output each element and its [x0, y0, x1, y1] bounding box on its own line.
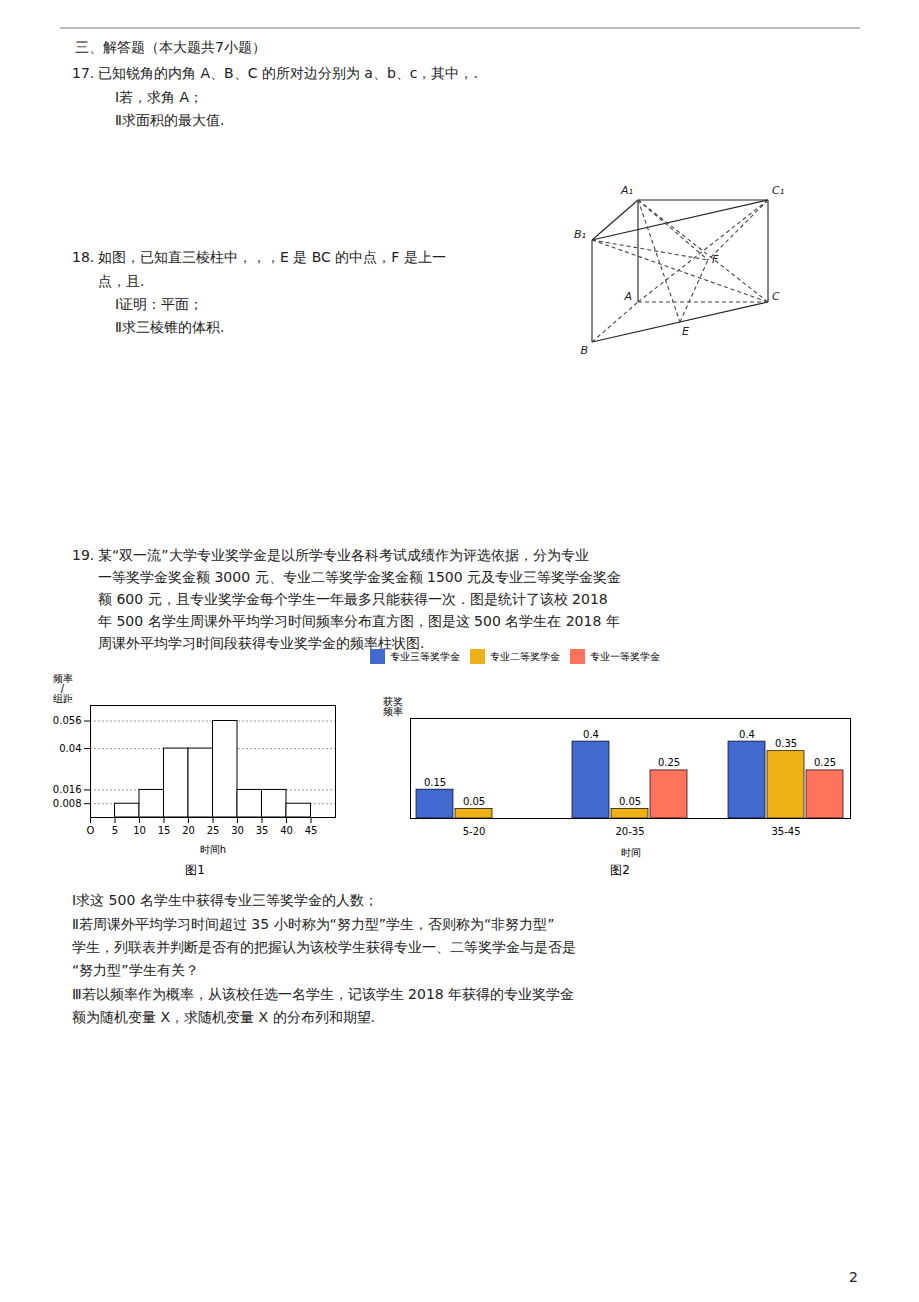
svg-text:“努力型”学生有关？: “努力型”学生有关？ [72, 962, 199, 978]
svg-text:0.25: 0.25 [658, 757, 680, 768]
svg-text:10: 10 [133, 825, 146, 836]
svg-text:0.35: 0.35 [775, 738, 797, 749]
svg-text:B: B [580, 344, 588, 357]
svg-text:19.: 19. [72, 547, 94, 563]
svg-text:Ⅲ若以频率作为概率，从该校任选一名学生，记该学生 2018: Ⅲ若以频率作为概率，从该校任选一名学生，记该学生 2018 年获得的专业奖学金 [72, 986, 574, 1002]
svg-text:A₁: A₁ [620, 184, 633, 197]
html-text:专业一等奖学金: 专业一等奖学金 [590, 649, 660, 663]
svg-text:额 600 元，且专业奖学金每个学生一年最多只能获得一次．图: 额 600 元，且专业奖学金每个学生一年最多只能获得一次．图是统计了该校 201… [98, 591, 608, 607]
svg-text:一等奖学金奖金额 3000 元、专业二等奖学金奖金额 150: 一等奖学金奖金额 3000 元、专业二等奖学金奖金额 1500 元及专业三等奖学… [98, 569, 621, 585]
svg-text:0.4: 0.4 [583, 729, 599, 740]
svg-text:额为随机变量 X，求随机变量 X 的分布列和期望.: 额为随机变量 X，求随机变量 X 的分布列和期望. [72, 1009, 375, 1025]
svg-text:40: 40 [280, 825, 293, 836]
svg-text:5: 5 [112, 825, 118, 836]
svg-text:C₁: C₁ [772, 184, 784, 197]
svg-text:F: F [712, 253, 719, 266]
svg-text:45: 45 [305, 825, 318, 836]
svg-text:时间h: 时间h [200, 844, 226, 855]
svg-text:频率/组距: 频率/组距 [53, 673, 73, 704]
svg-text:0.04: 0.04 [59, 743, 81, 754]
svg-text:0.15: 0.15 [424, 777, 446, 788]
svg-text:已知锐角的内角 A、B、C 的所对边分别为 a、b、c，其中: 已知锐角的内角 A、B、C 的所对边分别为 a、b、c，其中，. [98, 65, 478, 81]
svg-text:如图，已知直三棱柱中，，，E 是 BC 的中点，F 是上一: 如图，已知直三棱柱中，，，E 是 BC 的中点，F 是上一 [98, 249, 446, 265]
svg-text:18.: 18. [72, 249, 94, 265]
svg-text:0.016: 0.016 [53, 784, 82, 795]
svg-text:年 500 名学生周课外平均学习时间频率分布直方图，图是这: 年 500 名学生周课外平均学习时间频率分布直方图，图是这 500 名学生在 2… [98, 613, 620, 629]
svg-text:25: 25 [207, 825, 220, 836]
svg-text:B₁: B₁ [574, 228, 586, 241]
svg-text:点，且.: 点，且. [98, 273, 144, 289]
html-text:图1: 图1 [185, 863, 205, 877]
svg-text:0.4: 0.4 [739, 729, 755, 740]
svg-text:O: O [87, 825, 95, 836]
svg-text:学生，列联表并判断是否有的把握认为该校学生获得专业一、二等奖: 学生，列联表并判断是否有的把握认为该校学生获得专业一、二等奖学金与是否是 [72, 939, 576, 955]
svg-text:15: 15 [158, 825, 171, 836]
svg-text:0.008: 0.008 [53, 798, 82, 809]
html-text:专业二等奖学金: 专业二等奖学金 [490, 649, 560, 663]
svg-text:35-45: 35-45 [771, 826, 800, 837]
html-text:专业三等奖学金: 专业三等奖学金 [390, 649, 460, 663]
svg-text:Ⅰ若，求角 A；: Ⅰ若，求角 A； [115, 89, 203, 105]
svg-text:2: 2 [849, 1269, 858, 1285]
svg-text:C: C [772, 290, 780, 303]
html-text:图2: 图2 [610, 863, 630, 877]
svg-text:5-20: 5-20 [463, 826, 486, 837]
svg-text:0.05: 0.05 [619, 796, 641, 807]
svg-text:E: E [682, 325, 689, 338]
svg-text:Ⅰ求这 500 名学生中获得专业三等奖学金的人数；: Ⅰ求这 500 名学生中获得专业三等奖学金的人数； [72, 892, 378, 908]
svg-text:0.25: 0.25 [814, 757, 836, 768]
svg-text:Ⅱ若周课外平均学习时间超过 35 小时称为“努力型”学生，否: Ⅱ若周课外平均学习时间超过 35 小时称为“努力型”学生，否则称为“非努力型” [72, 916, 555, 932]
svg-text:周课外平均学习时间段获得专业奖学金的频率柱状图.: 周课外平均学习时间段获得专业奖学金的频率柱状图. [98, 635, 425, 652]
svg-text:Ⅱ求三棱锥的体积.: Ⅱ求三棱锥的体积. [115, 319, 224, 335]
svg-text:A: A [623, 290, 632, 303]
svg-text:17.: 17. [72, 65, 94, 81]
svg-text:某“双一流”大学专业奖学金是以所学专业各科考试成绩作为评选依: 某“双一流”大学专业奖学金是以所学专业各科考试成绩作为评选依据，分为专业 [98, 547, 589, 563]
svg-text:Ⅰ证明：平面；: Ⅰ证明：平面； [115, 296, 203, 312]
svg-text:三、解答题（本大题共7小题）: 三、解答题（本大题共7小题） [75, 39, 266, 55]
svg-text:0.05: 0.05 [463, 796, 485, 807]
svg-text:30: 30 [231, 825, 244, 836]
svg-text:0.056: 0.056 [53, 715, 82, 726]
svg-text:20: 20 [182, 825, 195, 836]
svg-text:Ⅱ求面积的最大值.: Ⅱ求面积的最大值. [115, 112, 224, 128]
svg-text:35: 35 [256, 825, 269, 836]
svg-text:时间: 时间 [621, 847, 641, 858]
svg-text:20-35: 20-35 [615, 826, 644, 837]
svg-text:获奖频率: 获奖频率 [383, 696, 403, 717]
